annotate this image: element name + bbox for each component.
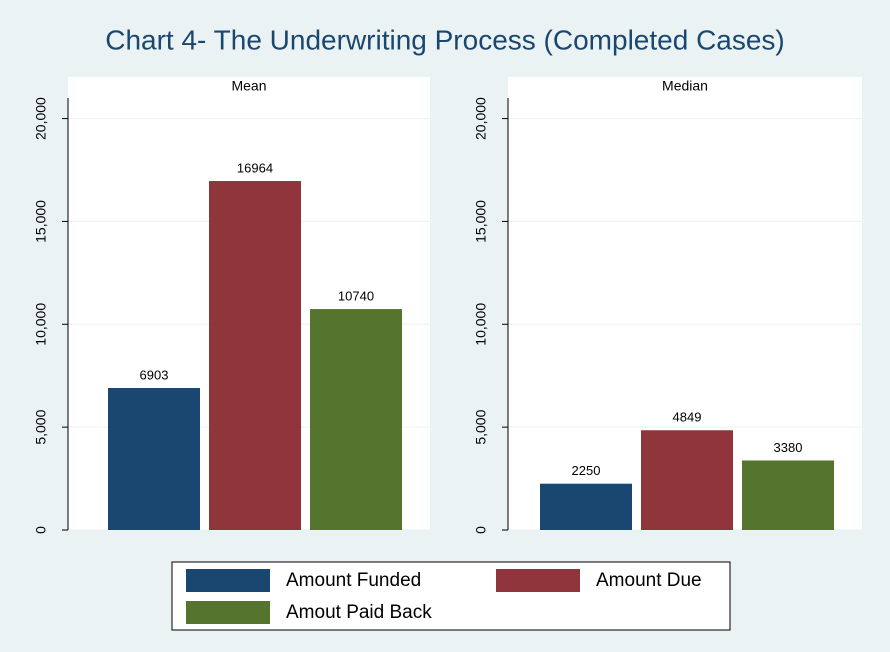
legend-swatch <box>186 569 270 592</box>
legend-label: Amount Due <box>596 570 702 591</box>
value-label: 10740 <box>338 289 374 304</box>
y-tick-label: 15,000 <box>473 200 489 243</box>
y-tick-label: 15,000 <box>33 200 49 243</box>
y-tick-label: 0 <box>473 526 489 534</box>
value-label: 2250 <box>572 463 601 478</box>
value-label: 16964 <box>237 160 273 175</box>
bar <box>108 387 200 530</box>
value-label: 4849 <box>673 410 702 425</box>
legend-swatch <box>186 601 270 624</box>
y-tick-label: 10,000 <box>33 303 49 346</box>
y-tick-label: 20,000 <box>473 97 489 140</box>
legend-label: Amount Funded <box>286 570 421 591</box>
bar <box>209 181 301 530</box>
y-tick-label: 0 <box>33 526 49 534</box>
panel-title: Median <box>662 78 708 94</box>
legend-label: Amout Paid Back <box>286 602 432 623</box>
chart-title: Chart 4- The Underwriting Process (Compl… <box>105 24 785 55</box>
value-label: 3380 <box>774 440 803 455</box>
legend-swatch <box>496 569 580 592</box>
y-tick-label: 20,000 <box>33 97 49 140</box>
value-label: 6903 <box>140 367 169 382</box>
bar <box>310 309 402 530</box>
y-tick-label: 5,000 <box>33 409 49 444</box>
bar <box>540 483 632 530</box>
bar <box>641 430 733 530</box>
panel-title: Mean <box>231 78 266 94</box>
y-tick-label: 10,000 <box>473 303 489 346</box>
y-tick-label: 5,000 <box>473 409 489 444</box>
bar <box>742 460 834 530</box>
